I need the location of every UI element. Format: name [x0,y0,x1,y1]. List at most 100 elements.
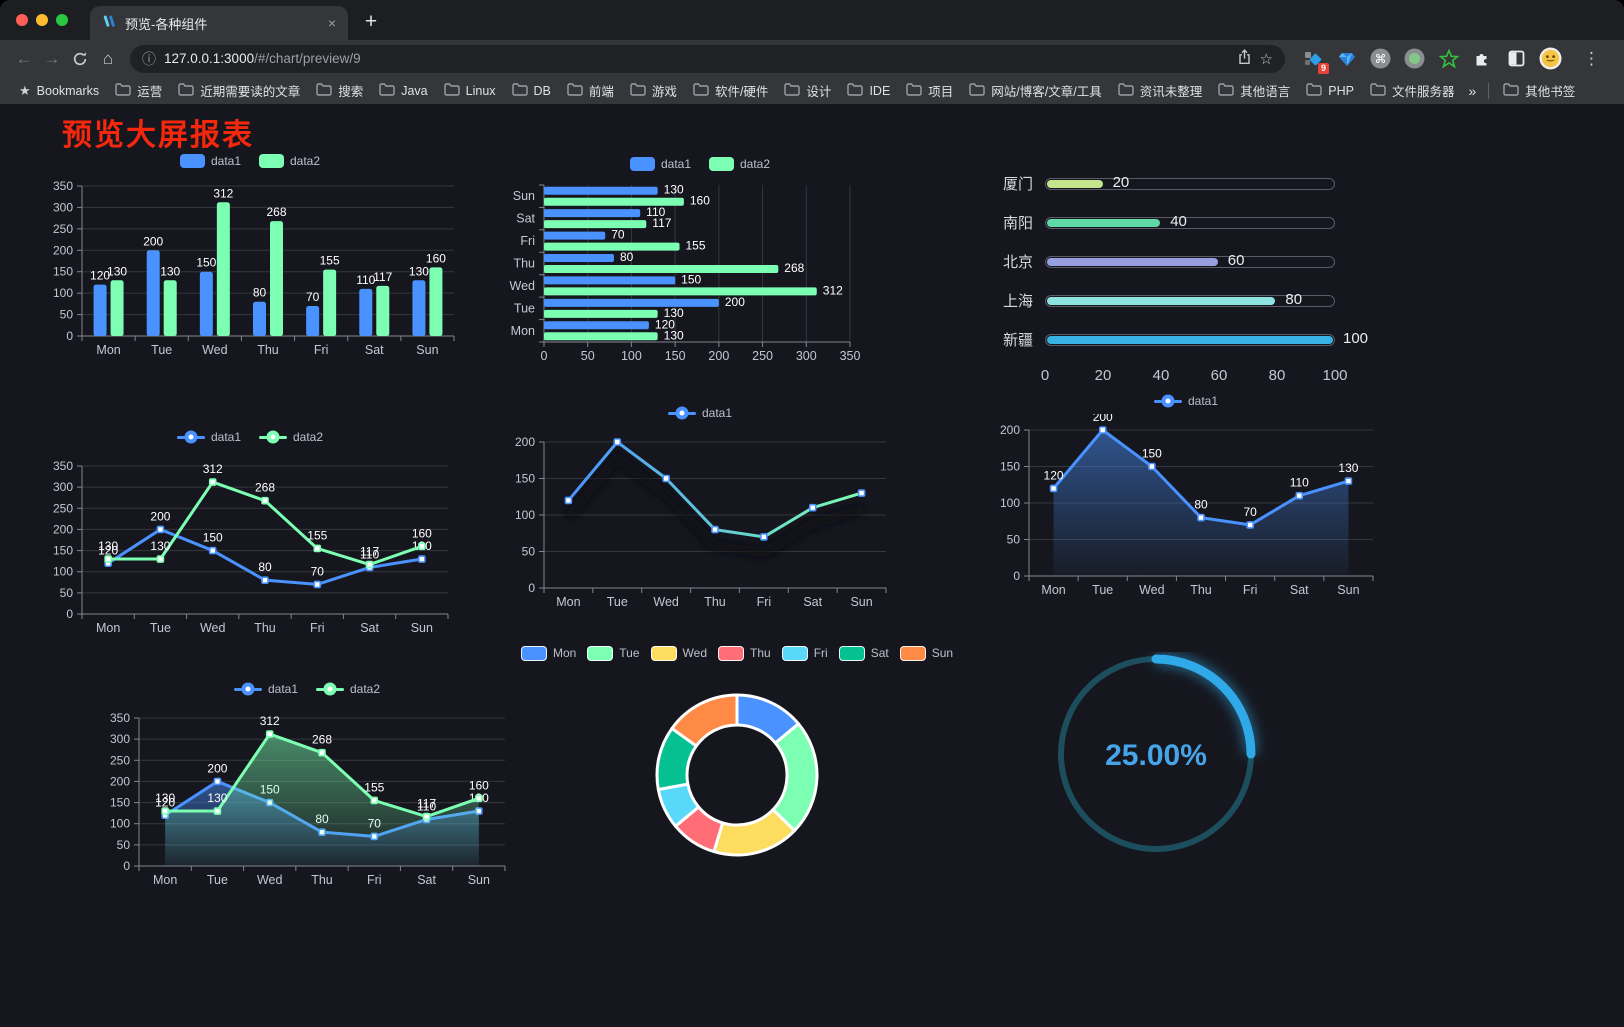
zoom-window-button[interactable] [56,14,68,26]
address-bar[interactable]: ⓘ 127.0.0.1:3000/#/chart/preview/9 ☆ [130,44,1285,73]
extension-star-icon[interactable] [1437,47,1460,70]
bookmark-folder[interactable]: 游戏 [623,78,684,103]
bookmark-folder[interactable]: 近期需要读的文章 [171,78,307,103]
svg-text:0: 0 [66,607,73,621]
svg-text:Sat: Sat [360,621,379,635]
new-tab-button[interactable]: + [364,10,378,33]
home-icon[interactable]: ⌂ [102,48,114,68]
reload-icon[interactable] [66,45,94,73]
legend-item[interactable]: data2 [259,154,320,168]
svg-text:117: 117 [652,216,671,230]
svg-text:Tue: Tue [207,873,228,887]
progress-track: 40 [1045,213,1335,230]
chart-horizontal-bar[interactable]: data1 data2 0 50 100 150 200 250 300 350 Sun Sat Fri… [500,151,900,368]
legend-item[interactable]: Thu [718,645,771,661]
svg-text:Sun: Sun [468,873,490,887]
extension-darkreader-icon[interactable] [1505,47,1528,70]
extension-record-icon[interactable] [1403,47,1426,70]
legend-item[interactable]: Wed [650,645,707,661]
svg-text:130: 130 [160,264,180,278]
svg-text:200: 200 [1000,423,1020,437]
svg-text:200: 200 [725,295,745,309]
bookmark-folder[interactable]: 运营 [108,78,169,103]
site-info-icon[interactable]: ⓘ [142,50,156,67]
chart-area-two-series[interactable]: data1 data2 0 50 100 150 200 250 300 350 Mon Tue Wed… [95,676,519,892]
extensions-puzzle-icon[interactable] [1471,47,1494,70]
legend-item[interactable]: data1 [1153,394,1218,408]
svg-text:117: 117 [360,545,379,559]
chart-line-gradient[interactable]: data1 0 50 100 150 200 Mon Tue Wed Thu Fri Sat Sun [500,400,900,614]
chart-grouped-bar[interactable]: data1 data2 0 50 100 150 200 250 300 350 Mon Tue Wed… [38,148,462,362]
progress-track: 60 [1045,252,1335,269]
legend-item[interactable]: Mon [520,645,576,661]
bookmark-label: 其他语言 [1240,85,1291,99]
legend-item[interactable]: Fri [781,645,828,661]
legend-item[interactable]: Sat [838,645,889,661]
legend-item[interactable]: data1 [176,430,241,444]
extension-tabs-icon[interactable]: 9 [1301,47,1329,74]
legend-item[interactable]: Tue [587,645,640,661]
bookmark-folder[interactable]: DB [505,80,558,102]
traffic-lights [16,14,68,26]
bookmark-star-icon[interactable]: ☆ [1259,50,1273,68]
svg-text:70: 70 [306,290,320,304]
bookmark-folder[interactable]: PHP [1299,80,1361,102]
chart-donut[interactable]: Mon Tue Wed Thu Fri Sat Sun [520,640,953,880]
bookmark-folder[interactable]: Linux [437,80,503,102]
bookmark-folder[interactable]: 设计 [777,78,838,103]
bookmark-folder[interactable]: 项目 [899,78,960,103]
share-icon[interactable] [1237,49,1252,68]
legend-swatch [709,157,734,171]
legend-item[interactable]: data1 [179,154,241,168]
chart-progress-ring[interactable]: 25.00% [1040,652,1272,864]
bookmarks-overflow-chevron[interactable]: » [1468,82,1477,99]
extension-gem-icon[interactable] [1335,47,1358,70]
svg-text:200: 200 [53,522,73,536]
bookmark-folder[interactable]: 资讯未整理 [1111,78,1210,103]
legend-swatch [838,645,865,661]
svg-text:200: 200 [1093,414,1113,424]
extension-command-icon[interactable]: ⌘ [1369,47,1392,70]
svg-text:350: 350 [53,179,73,193]
bookmarks-root[interactable]: ★ Bookmarks [12,80,106,102]
bookmark-folder[interactable]: 文件服务器 [1363,78,1462,103]
legend-item[interactable]: data1 [629,157,691,171]
legend-item[interactable]: data2 [316,682,380,696]
bookmark-folder[interactable]: 其他语言 [1211,78,1297,103]
svg-text:312: 312 [823,283,843,297]
other-bookmarks-folder[interactable]: 其他书签 [1496,78,1582,103]
forward-icon[interactable]: → [43,48,61,68]
minimize-window-button[interactable] [36,14,48,26]
chart-progress-bars[interactable]: 厦门 20 南阳 40 北京 60 上海 80 新疆 100 0 20 40 60 80 100 [985,156,1377,388]
legend-item[interactable]: data1 [667,406,732,420]
svg-text:50: 50 [581,349,595,363]
bookmarks-root-label: Bookmarks [36,83,100,98]
legend-item[interactable]: data1 [233,682,298,696]
folder-icon [630,82,646,99]
legend-item[interactable]: Sun [899,645,953,661]
bookmark-folder[interactable]: IDE [840,80,897,102]
profile-avatar-icon[interactable] [1539,47,1562,70]
svg-text:Mon: Mon [1041,583,1065,597]
browser-tab[interactable]: 预览-各种组件 × [90,6,348,40]
legend-label: data2 [740,157,771,171]
bookmark-folder[interactable]: 搜索 [309,78,370,103]
chart-area-single[interactable]: data1 0 50 100 150 200 Mon Tue Wed Thu Fri Sat Sun 12… [985,388,1387,602]
bookmark-folder[interactable]: 前端 [560,78,621,103]
svg-text:150: 150 [1000,460,1020,474]
bookmark-folder[interactable]: 软件/硬件 [686,78,775,103]
legend-item[interactable]: data2 [709,157,770,171]
bookmark-folder[interactable]: Java [372,80,434,102]
legend-swatch [899,645,926,661]
legend-item[interactable]: data2 [259,430,323,444]
svg-text:0: 0 [123,859,130,873]
browser-menu-icon[interactable]: ⋮ [1583,48,1600,68]
chart-line-two-series[interactable]: data1 data2 0 50 100 150 200 250 300 350 Mon Tue Wed… [38,424,462,640]
bookmark-folder[interactable]: 网站/博客/文章/工具 [962,78,1108,103]
legend-label: Fri [813,646,828,660]
close-window-button[interactable] [16,14,28,26]
back-icon[interactable]: ← [15,48,33,68]
progress-fill [1047,218,1161,227]
legend-swatch [781,645,808,661]
tab-close-icon[interactable]: × [327,15,336,31]
